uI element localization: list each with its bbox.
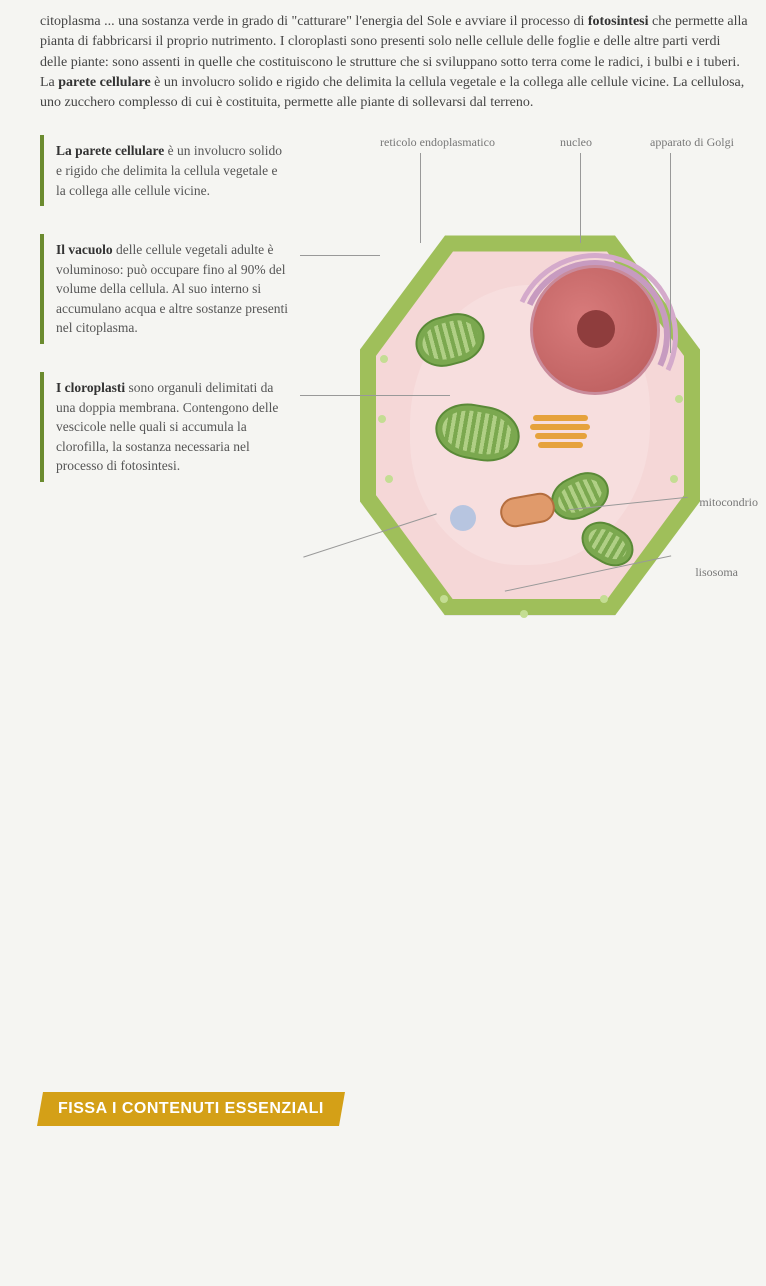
content-row: La parete cellulare è un involucro solid… [40,135,748,695]
callout-column: La parete cellulare è un involucro solid… [40,135,300,481]
pore-dot [520,610,528,618]
leader-line [420,153,421,243]
golgi-shape [530,415,590,455]
callout-cloroplasti-bold: I cloroplasti [56,380,125,395]
leader-line [670,153,671,353]
leader-line [580,153,581,243]
callout-vacuolo-bold: Il vacuolo [56,242,113,257]
callout-cloroplasti: I cloroplasti sono organuli delimitati d… [40,372,300,482]
label-nucleo: nucleo [560,135,592,150]
label-golgi: apparato di Golgi [650,135,734,150]
label-lisosoma: lisosoma [695,565,738,580]
leader-line [300,255,380,256]
intro-bold-2: parete cellulare [58,75,150,90]
label-reticolo: reticolo endoplasmatico [380,135,495,150]
callout-parete: La parete cellulare è un involucro solid… [40,135,300,206]
section-heading-text: FISSA I CONTENUTI ESSENZIALI [58,1100,324,1118]
cell-diagram: reticolo endoplasmatico nucleo apparato … [310,135,748,695]
diagram-canvas [320,175,740,675]
intro-bold-1: fotosintesi [588,14,649,29]
leader-line [300,395,450,396]
intro-text-1: citoplasma ... una sostanza verde in gra… [40,14,588,29]
label-mitocondrio: mitocondrio [699,495,758,510]
intro-paragraph: citoplasma ... una sostanza verde in gra… [40,12,748,113]
section-heading-band: FISSA I CONTENUTI ESSENZIALI [37,1092,345,1126]
callout-vacuolo: Il vacuolo delle cellule vegetali adulte… [40,234,300,344]
callout-parete-bold: La parete cellulare [56,143,164,158]
